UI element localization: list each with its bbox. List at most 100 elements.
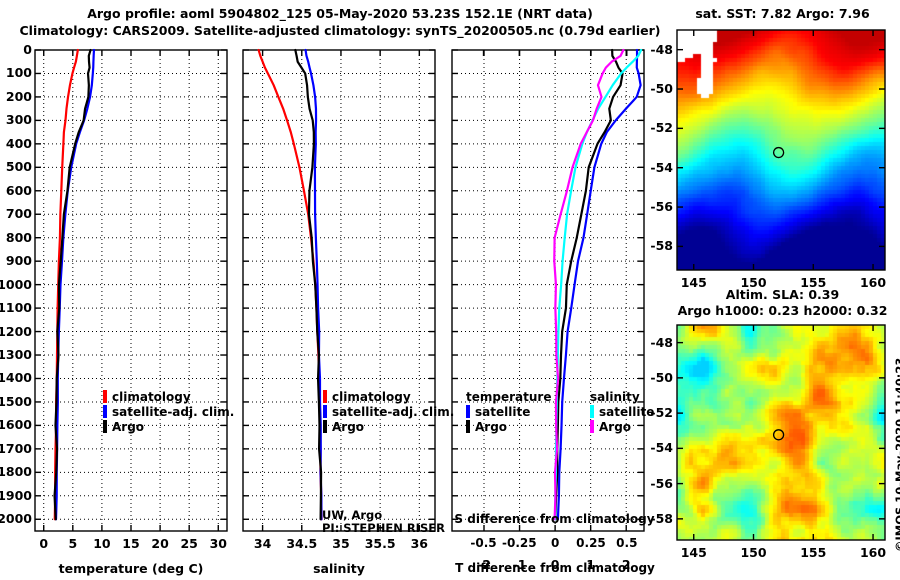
difference-legend-salinity: salinity satellite Argo	[590, 388, 655, 434]
difference-t-axis-label: T difference from climatology	[455, 561, 655, 575]
depth-tick-800: 800	[5, 229, 32, 245]
difference-t-tick--1: -1	[512, 557, 527, 572]
legend-label-satellite-adj: satellite-adj. clim.	[112, 405, 235, 419]
lon-tick-145: 145	[680, 275, 707, 290]
temperature-tick-30: 30	[209, 536, 227, 551]
depth-tick-1800: 1800	[0, 464, 32, 480]
sla-map-frame	[676, 324, 886, 541]
lon-tick-155: 155	[800, 545, 827, 560]
legend-title-salinity: salinity	[590, 390, 640, 404]
legend-swatch-argo	[103, 420, 107, 433]
depth-tick-1000: 1000	[0, 276, 32, 292]
sst-map-frame	[676, 29, 886, 271]
depth-tick-600: 600	[5, 182, 32, 198]
legend-label-sal-satellite: satellite	[599, 405, 655, 419]
depth-tick-700: 700	[5, 206, 32, 222]
legend-label-satellite-adj: satellite-adj. clim.	[332, 405, 455, 419]
legend-label-climatology: climatology	[332, 390, 411, 404]
profile-panels	[34, 48, 645, 532]
legend-swatch-satellite-adj	[323, 405, 327, 418]
difference-s-axis-label: S difference from climatology	[454, 512, 655, 526]
depth-tick-1100: 1100	[0, 300, 32, 316]
lon-tick-160: 160	[859, 545, 887, 560]
legend-label-temp-argo: Argo	[475, 420, 508, 434]
legend-swatch-temp-satellite	[466, 405, 470, 418]
legend-swatch-satellite-adj	[103, 405, 107, 418]
salinity-annotation-institution: UW, Argo	[322, 508, 383, 522]
temperature-tick-10: 10	[93, 536, 111, 551]
salinity-tick-35.5: 35.5	[364, 536, 396, 551]
lat-tick--56: -56	[650, 199, 673, 215]
lat-tick--54: -54	[650, 159, 673, 175]
depth-tick-1200: 1200	[0, 323, 32, 339]
difference-t-tick--2: -2	[477, 557, 491, 572]
depth-tick-1500: 1500	[0, 393, 32, 409]
depth-tick-300: 300	[5, 112, 32, 128]
depth-tick-1900: 1900	[0, 487, 32, 503]
temperature-legend: climatology satellite-adj. clim. Argo	[103, 388, 235, 434]
legend-title-temperature: temperature	[466, 390, 552, 404]
legend-swatch-temp-argo	[466, 420, 470, 433]
sst-map-title: sat. SST: 7.82 Argo: 7.96	[695, 6, 870, 21]
lat-tick--54: -54	[650, 440, 673, 456]
salinity-tick-34: 34	[253, 536, 272, 551]
lat-tick--52: -52	[650, 120, 673, 136]
depth-tick-1300: 1300	[0, 347, 32, 363]
sla-map-title-line2: Argo h1000: 0.23 h2000: 0.32	[677, 303, 888, 318]
legend-label-temp-satellite: satellite	[475, 405, 531, 419]
legend-swatch-argo	[323, 420, 327, 433]
lat-tick--50: -50	[650, 81, 673, 97]
difference-t-tick-1: 1	[586, 557, 595, 572]
legend-label-climatology: climatology	[112, 390, 191, 404]
difference-t-tick-2: 2	[621, 557, 631, 572]
depth-tick-1600: 1600	[0, 417, 32, 433]
depth-tick-100: 100	[5, 65, 32, 81]
page-title-line1: Argo profile: aoml 5904802_125 05-May-20…	[87, 6, 593, 21]
salinity-tick-34.5: 34.5	[286, 536, 318, 551]
salinity-legend: climatology satellite-adj. clim. Argo	[323, 388, 455, 434]
temperature-tick-5: 5	[68, 536, 78, 551]
lat-tick--56: -56	[650, 475, 673, 491]
temperature-tick-20: 20	[151, 536, 169, 551]
page-title-line2: Climatology: CARS2009. Satellite-adjuste…	[19, 23, 661, 38]
salinity-annotation-pi: PI: STEPHEN RISER	[322, 521, 445, 535]
lat-tick--48: -48	[650, 334, 673, 350]
depth-tick-1700: 1700	[0, 440, 32, 456]
lon-tick-155: 155	[800, 275, 827, 290]
depth-tick-2000: 2000	[0, 511, 32, 527]
sla-map-title-line1: Altim. SLA: 0.39	[725, 287, 840, 302]
imos-credit: ©IMOS 10-May-2020 11:40:23	[893, 357, 900, 552]
salinity-tick-36: 36	[410, 536, 429, 551]
depth-tick-400: 400	[5, 135, 32, 151]
lat-tick--52: -52	[650, 405, 673, 421]
legend-swatch-climatology	[323, 390, 327, 403]
legend-swatch-sal-argo	[590, 420, 594, 433]
legend-swatch-sal-satellite	[590, 405, 594, 418]
salinity-axis-label: salinity	[313, 561, 365, 576]
lat-tick--58: -58	[650, 238, 673, 254]
depth-tick-900: 900	[5, 253, 32, 269]
sst-map[interactable]	[677, 30, 885, 270]
legend-label-argo: Argo	[112, 420, 145, 434]
lat-tick--58: -58	[650, 510, 673, 526]
depth-tick-0: 0	[23, 42, 32, 57]
difference-s-tick--0.25: -0.25	[502, 536, 537, 550]
temperature-tick-0: 0	[39, 536, 49, 551]
lon-tick-150: 150	[740, 545, 767, 560]
depth-tick-500: 500	[5, 159, 32, 175]
difference-s-tick-0: 0	[550, 536, 560, 550]
lon-tick-160: 160	[859, 275, 887, 290]
depth-tick-1400: 1400	[0, 370, 32, 386]
difference-legend-temperature: temperature satellite Argo	[466, 388, 552, 434]
salinity-tick-35: 35	[332, 536, 350, 551]
sla-map[interactable]	[677, 325, 885, 540]
difference-s-tick-0.5: 0.5	[616, 536, 638, 550]
legend-label-argo: Argo	[332, 420, 365, 434]
depth-tick-200: 200	[5, 88, 32, 104]
legend-label-sal-argo: Argo	[599, 420, 632, 434]
difference-t-tick-0: 0	[550, 557, 560, 572]
lat-tick--48: -48	[650, 41, 673, 57]
lat-tick--50: -50	[650, 369, 673, 385]
temperature-axis-label: temperature (deg C)	[58, 561, 204, 576]
legend-swatch-climatology	[103, 390, 107, 403]
